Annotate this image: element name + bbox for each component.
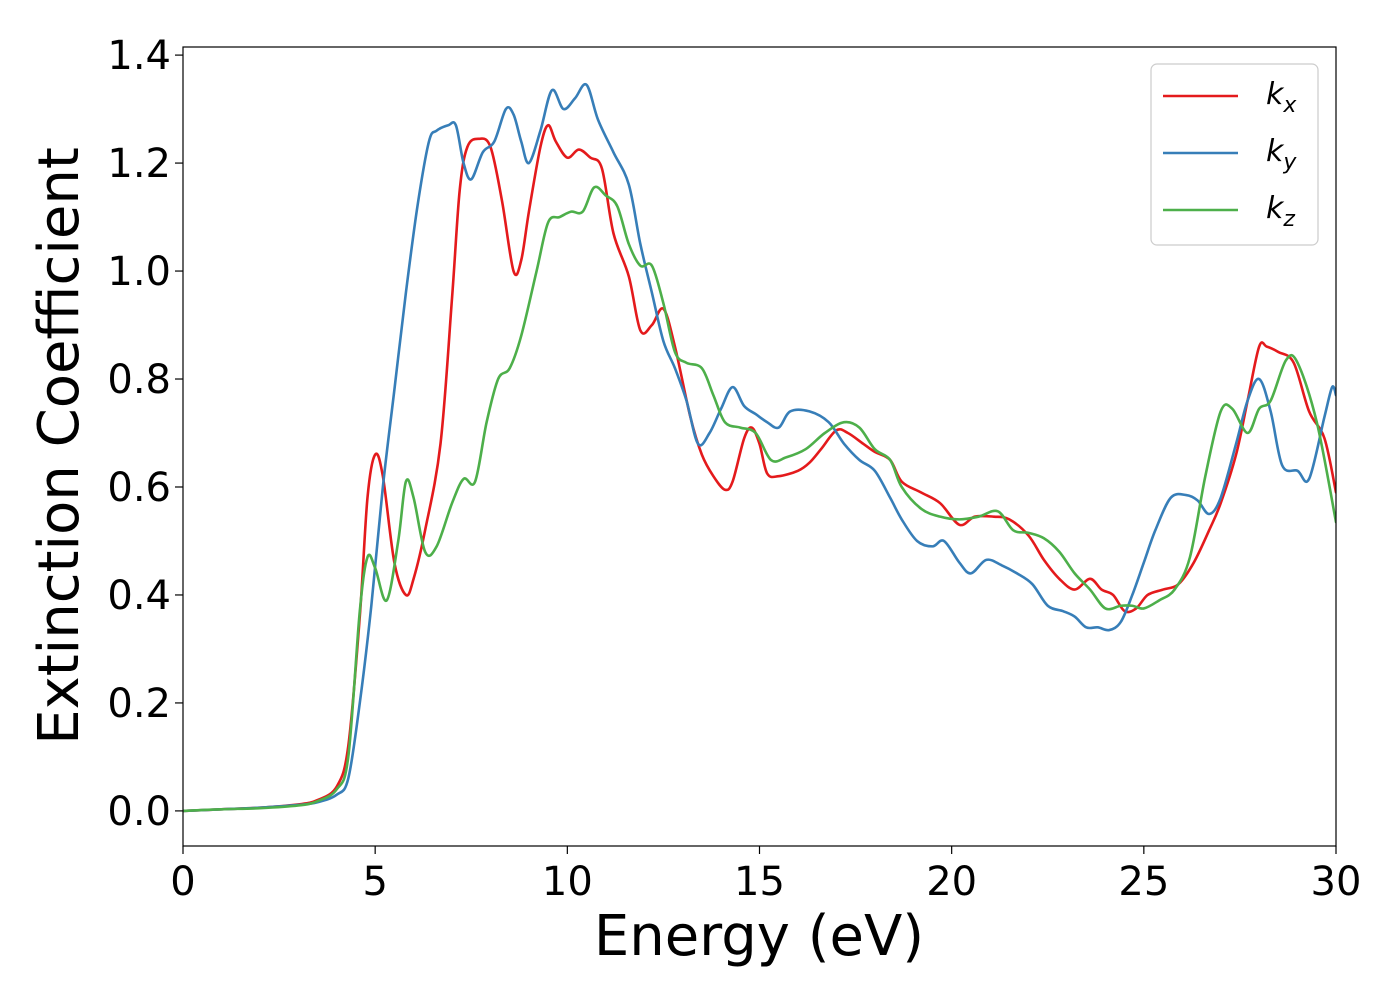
x-tick-label: 25 xyxy=(1118,859,1169,905)
legend-label-subscript: z xyxy=(1282,207,1295,232)
y-tick-label: 0.6 xyxy=(107,465,171,511)
series-line-x xyxy=(183,123,1336,813)
series-line-y xyxy=(183,82,1336,813)
x-tick-label: 10 xyxy=(542,859,593,905)
x-tick-label: 0 xyxy=(170,859,195,905)
legend-label-subscript: y xyxy=(1282,150,1297,175)
y-tick-label: 0.2 xyxy=(107,681,171,727)
series-layer xyxy=(183,82,1336,813)
y-tick-label: 1.4 xyxy=(107,33,171,79)
y-tick-label: 1.2 xyxy=(107,141,171,187)
x-tick-label: 30 xyxy=(1311,859,1362,905)
x-axis-label: Energy (eV) xyxy=(594,904,924,969)
legend-box xyxy=(1150,63,1319,246)
series-line-z xyxy=(183,185,1336,813)
legend-label-z: kz xyxy=(1266,191,1295,232)
legend-label-base: k xyxy=(1266,77,1285,112)
legend-label-x: kx xyxy=(1266,77,1297,118)
x-tick-label: 5 xyxy=(362,859,387,905)
legend-label-subscript: x xyxy=(1282,93,1297,118)
legend-label-base: k xyxy=(1266,134,1285,169)
y-tick-label: 0.0 xyxy=(107,789,171,835)
x-tick-label: 20 xyxy=(926,859,977,905)
y-tick-label: 0.8 xyxy=(107,357,171,403)
y-tick-label: 0.4 xyxy=(107,573,171,619)
ticks-layer: 0 5 10 15 20 25 30 0.0 0.2 0.4 0.6 0.8 1.0 1.2 1.4 xyxy=(107,33,1361,905)
y-axis-label: Extinction Coefficient xyxy=(27,147,92,745)
x-tick-label: 15 xyxy=(734,859,785,905)
legend-label-y: ky xyxy=(1266,134,1297,175)
y-tick-label: 1.0 xyxy=(107,249,171,295)
legend-label-base: k xyxy=(1266,191,1285,226)
